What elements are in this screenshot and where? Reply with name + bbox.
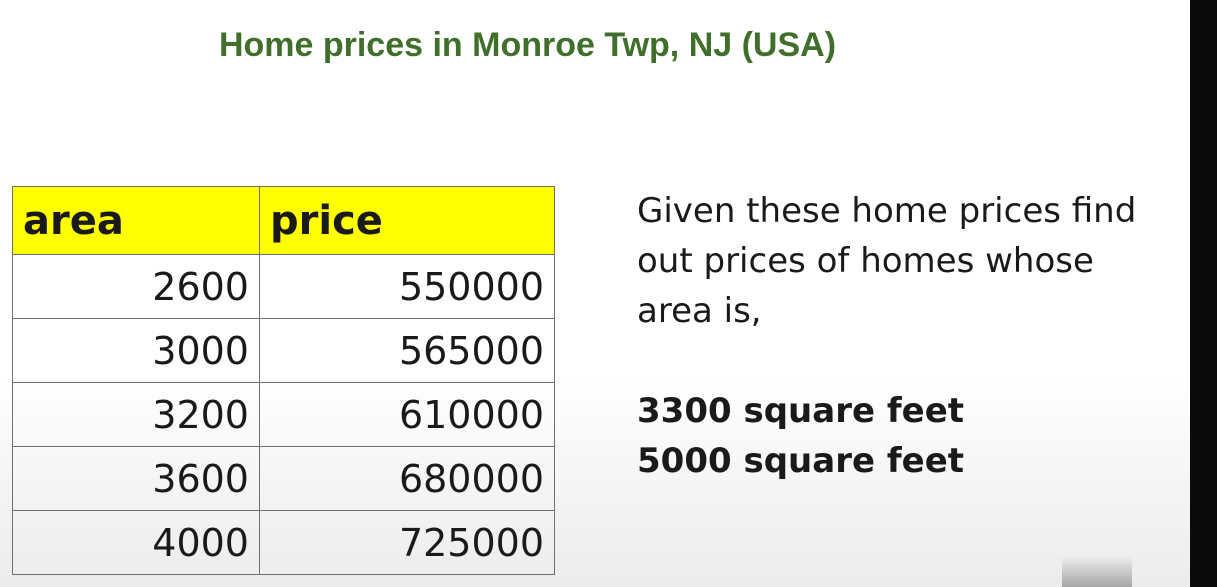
table-row: 3600 680000 — [12, 446, 555, 511]
price-cell: 565000 — [259, 318, 555, 383]
table-row: 3000 565000 — [12, 318, 555, 383]
price-cell: 610000 — [259, 382, 555, 447]
table-header-row: area price — [12, 186, 555, 255]
query-list: 3300 square feet 5000 square feet — [637, 386, 964, 486]
query-item: 3300 square feet — [637, 391, 965, 431]
problem-description: Given these home prices find out prices … — [637, 191, 1137, 331]
area-cell: 4000 — [12, 510, 260, 575]
query-item: 5000 square feet — [637, 441, 965, 481]
price-cell: 680000 — [259, 446, 555, 511]
slide: Home prices in Monroe Twp, NJ (USA) area… — [0, 0, 1190, 587]
price-cell: 725000 — [259, 510, 555, 575]
slide-title: Home prices in Monroe Twp, NJ (USA) — [218, 26, 837, 64]
table-row: 2600 550000 — [12, 254, 555, 319]
window-edge — [1190, 0, 1217, 587]
area-cell: 3600 — [12, 446, 260, 511]
table-row: 3200 610000 — [12, 382, 555, 447]
price-cell: 550000 — [259, 254, 555, 319]
area-cell: 2600 — [12, 254, 260, 319]
table-row: 4000 725000 — [12, 510, 555, 575]
area-cell: 3000 — [12, 318, 260, 383]
column-header-area: area — [12, 186, 260, 255]
area-cell: 3200 — [12, 382, 260, 447]
video-overlay-shadow — [1062, 556, 1132, 587]
home-prices-table: area price 2600 550000 3000 565000 3200 … — [12, 186, 555, 575]
column-header-price: price — [259, 186, 555, 255]
